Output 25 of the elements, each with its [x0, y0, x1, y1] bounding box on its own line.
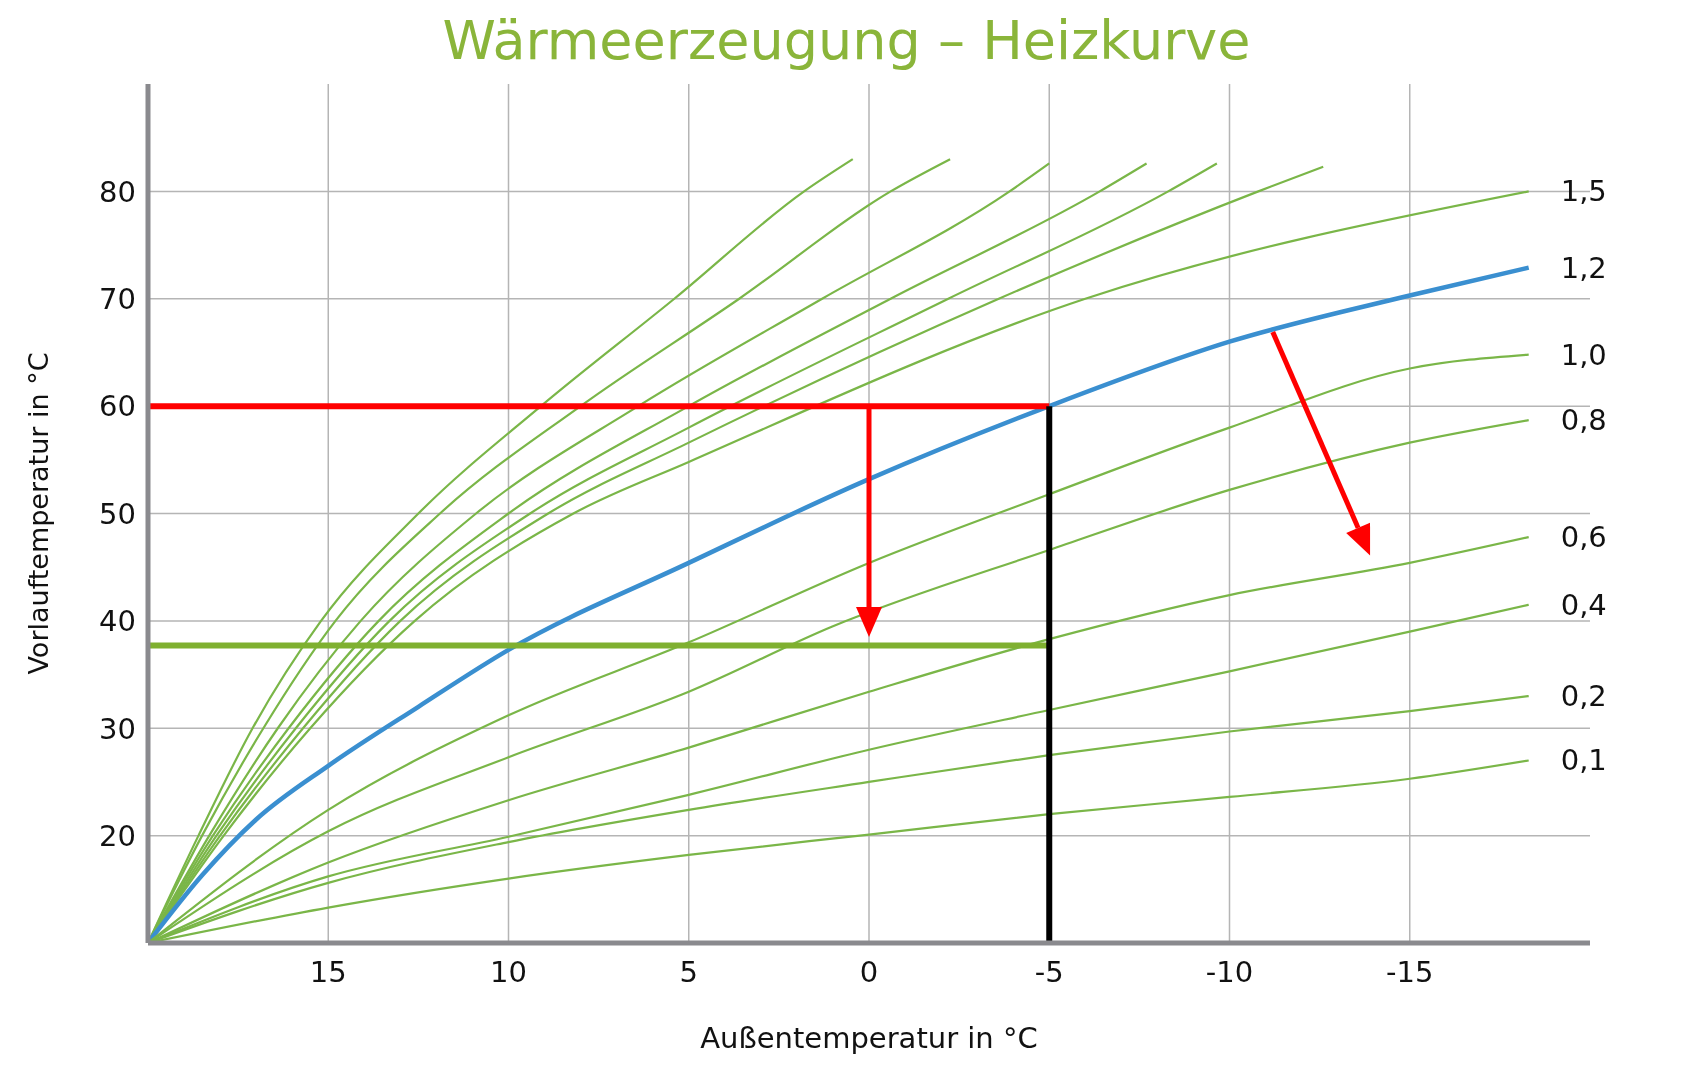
- series-label: 1,0: [1560, 337, 1607, 372]
- x-tick-label: -15: [1386, 954, 1434, 989]
- y-tick-label: 40: [99, 604, 136, 639]
- y-tick-label: 80: [99, 174, 136, 209]
- series-label: 0,4: [1560, 587, 1607, 622]
- y-axis-title: Vorlauftemperatur in °C: [22, 352, 54, 675]
- x-tick-label: 10: [490, 954, 527, 989]
- series-label: 1,2: [1560, 250, 1607, 285]
- x-tick-label: 5: [679, 954, 698, 989]
- y-tick-label: 50: [99, 496, 136, 531]
- x-axis-title: Außentemperatur in °C: [700, 1021, 1038, 1055]
- chart-title: Wärmeerzeugung – Heizkurve: [441, 8, 1252, 74]
- series-label: 0,8: [1560, 403, 1607, 438]
- y-tick-label: 70: [99, 282, 136, 317]
- series-label: 0,1: [1560, 743, 1607, 778]
- y-tick-label: 20: [99, 818, 136, 853]
- y-tick-label: 60: [99, 389, 136, 424]
- x-tick-label: -5: [1034, 954, 1064, 989]
- series-label: 1,5: [1560, 174, 1607, 209]
- x-tick-label: -10: [1205, 954, 1254, 989]
- x-tick-label: 0: [859, 954, 879, 989]
- series-label: 0,6: [1560, 520, 1607, 555]
- series-label: 0,2: [1560, 679, 1607, 714]
- y-tick-label: 30: [99, 711, 136, 746]
- x-tick-label: 15: [309, 954, 347, 989]
